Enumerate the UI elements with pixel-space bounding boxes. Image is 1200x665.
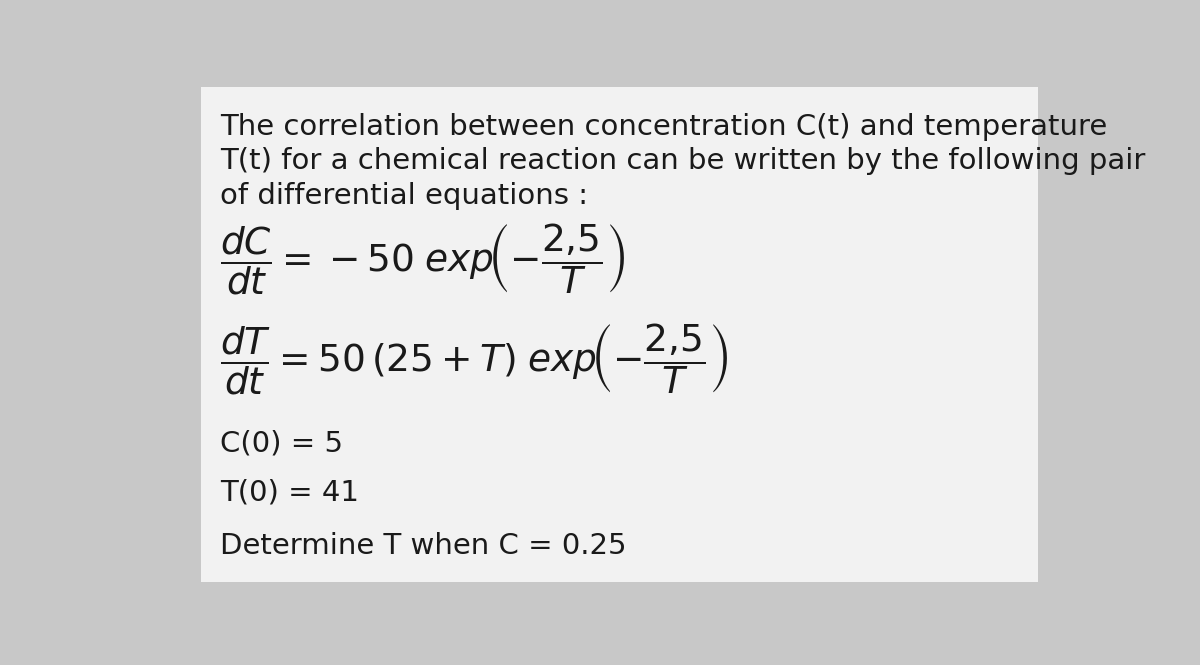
Text: of differential equations :: of differential equations :: [220, 182, 588, 209]
Text: Determine T when C = 0.25: Determine T when C = 0.25: [220, 532, 626, 560]
Text: T(t) for a chemical reaction can be written by the following pair: T(t) for a chemical reaction can be writ…: [220, 148, 1145, 176]
Text: T(0) = 41: T(0) = 41: [220, 478, 359, 506]
FancyBboxPatch shape: [202, 88, 1038, 582]
Text: C(0) = 5: C(0) = 5: [220, 430, 343, 458]
Text: The correlation between concentration C(t) and temperature: The correlation between concentration C(…: [220, 113, 1108, 141]
Text: $\dfrac{dT}{dt} = 50\,(25 + T)\;\mathit{exp}\!\left(-\dfrac{2{,}5}{T}\right)$: $\dfrac{dT}{dt} = 50\,(25 + T)\;\mathit{…: [220, 321, 727, 397]
Text: $\dfrac{dC}{dt} = -50 \; \mathit{exp}\!\left(-\dfrac{2{,}5}{T}\right)$: $\dfrac{dC}{dt} = -50 \; \mathit{exp}\!\…: [220, 221, 625, 297]
